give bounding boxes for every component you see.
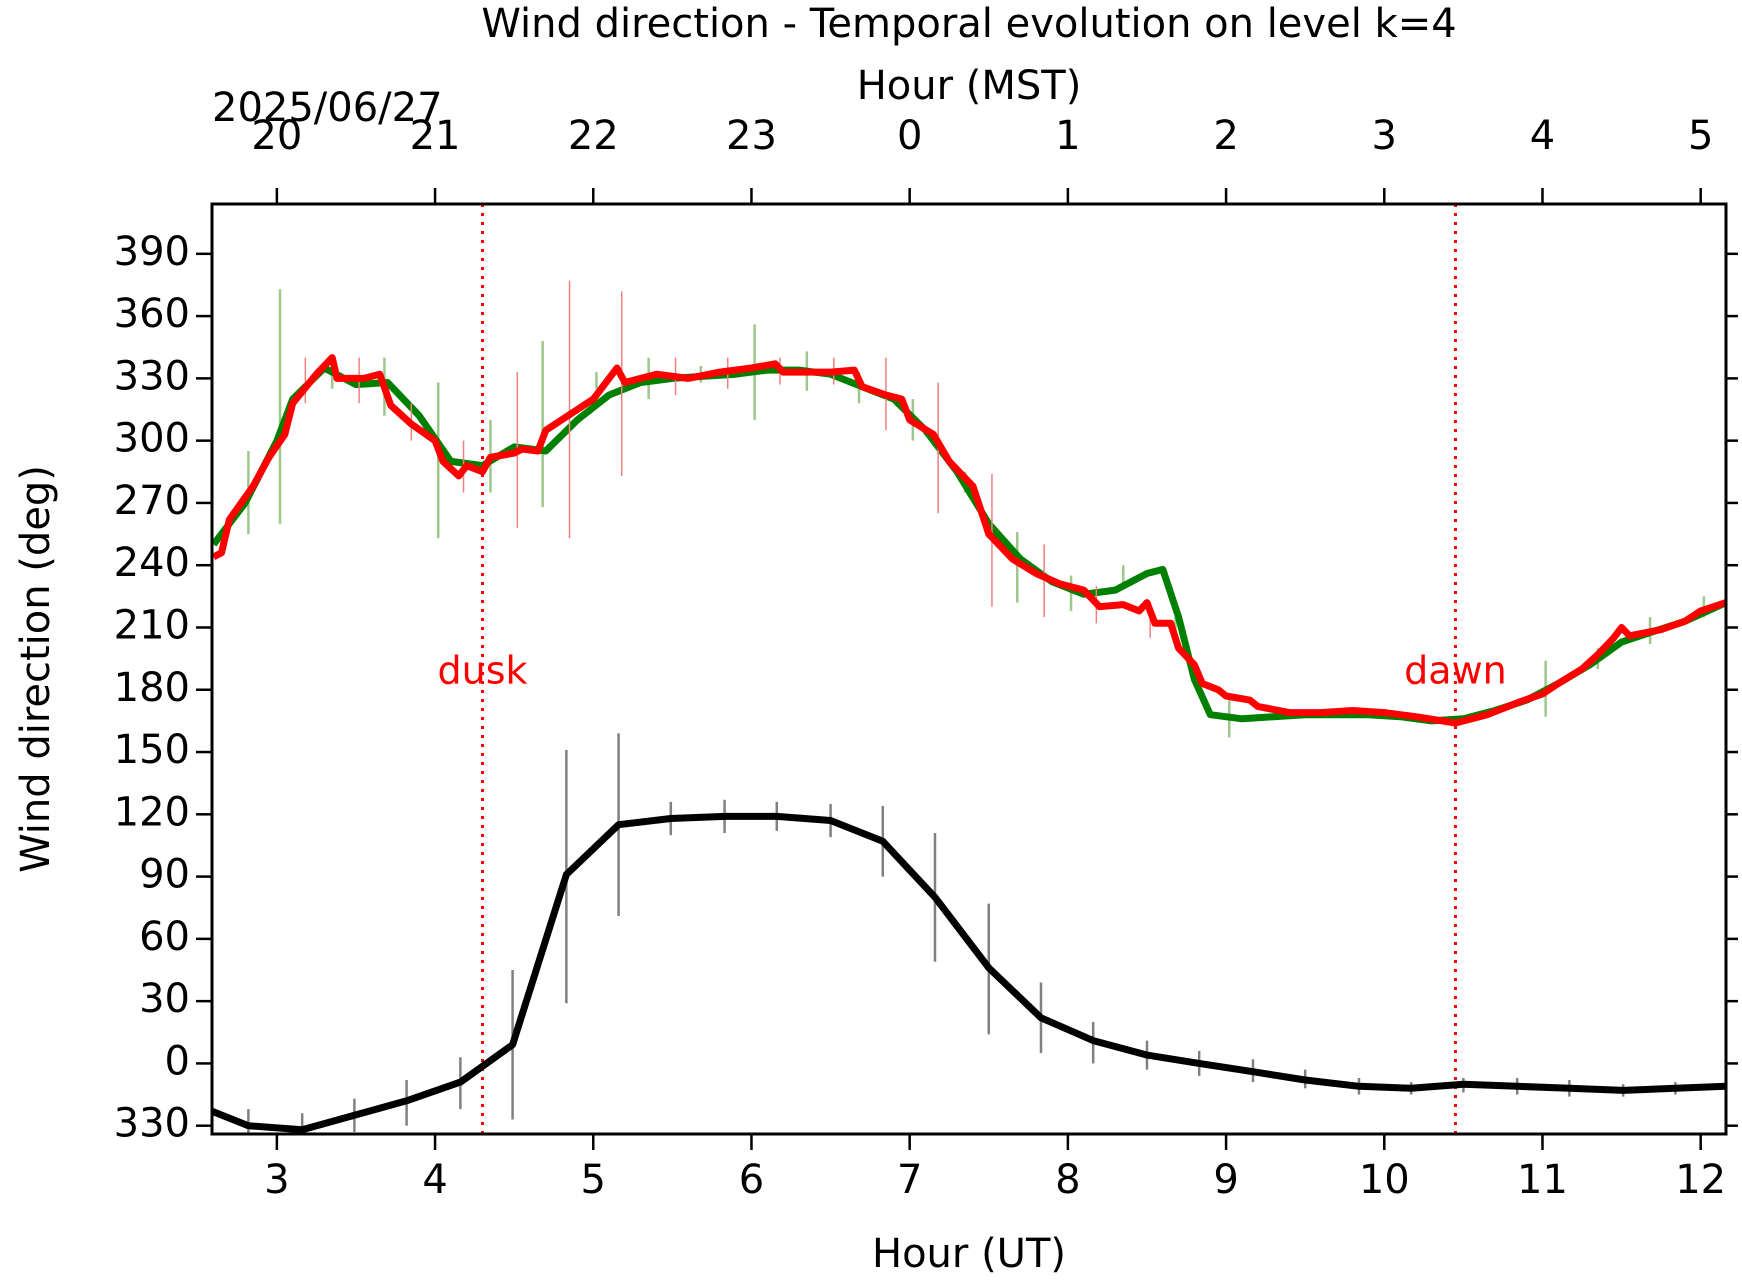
data-line	[212, 354, 1726, 727]
x2-tick-label: 22	[568, 113, 619, 159]
x2-tick-label: 5	[1688, 113, 1713, 159]
y-tick-label: 300	[114, 416, 190, 462]
y-tick-label: 390	[114, 229, 190, 275]
data-line	[212, 812, 1726, 1134]
y-tick-label: 240	[114, 540, 190, 586]
x-tick-label: 4	[422, 1157, 447, 1203]
x-tick-label: 11	[1517, 1157, 1568, 1203]
y-tick-label: 270	[114, 478, 190, 524]
event-label: dusk	[438, 649, 528, 693]
chart-title: Wind direction - Temporal evolution on l…	[481, 1, 1456, 47]
date-label: 2025/06/27	[212, 85, 443, 131]
x2-tick-label: 1	[1055, 113, 1080, 159]
x2-tick-label: 2	[1213, 113, 1238, 159]
y-tick-label: 210	[114, 602, 190, 648]
x-tick-label: 9	[1213, 1157, 1238, 1203]
x2-tick-label: 23	[726, 113, 777, 159]
x-tick-label: 12	[1675, 1157, 1726, 1203]
x-tick-label: 7	[897, 1157, 922, 1203]
y-tick-label: 360	[114, 291, 190, 337]
y-tick-label: 60	[139, 914, 190, 960]
x-tick-label: 10	[1359, 1157, 1410, 1203]
y-tick-label: 330	[114, 353, 190, 399]
x2-tick-label: 21	[410, 113, 461, 159]
y-tick-label: 90	[139, 852, 190, 898]
y-tick-label: 30	[139, 976, 190, 1022]
x2-tick-label: 3	[1372, 113, 1397, 159]
y-tick-label: 120	[114, 789, 190, 835]
x-tick-label: 8	[1055, 1157, 1080, 1203]
x-tick-label: 3	[264, 1157, 289, 1203]
x-tick-label: 6	[739, 1157, 764, 1203]
x2-tick-label: 20	[251, 113, 302, 159]
event-label: dawn	[1404, 649, 1507, 693]
x2-tick-label: 0	[897, 113, 922, 159]
y-tick-label: 0	[165, 1038, 190, 1084]
y-tick-label: 180	[114, 665, 190, 711]
y-axis-label: Wind direction (deg)	[13, 465, 59, 873]
x2-axis-label: Hour (MST)	[857, 63, 1082, 109]
x-tick-label: 5	[581, 1157, 606, 1203]
y-tick-label: 330	[114, 1101, 190, 1147]
x-axis-label: Hour (UT)	[872, 1231, 1066, 1277]
x2-tick-label: 4	[1530, 113, 1555, 159]
plot-frame	[210, 202, 1728, 1136]
y-tick-label: 150	[114, 727, 190, 773]
